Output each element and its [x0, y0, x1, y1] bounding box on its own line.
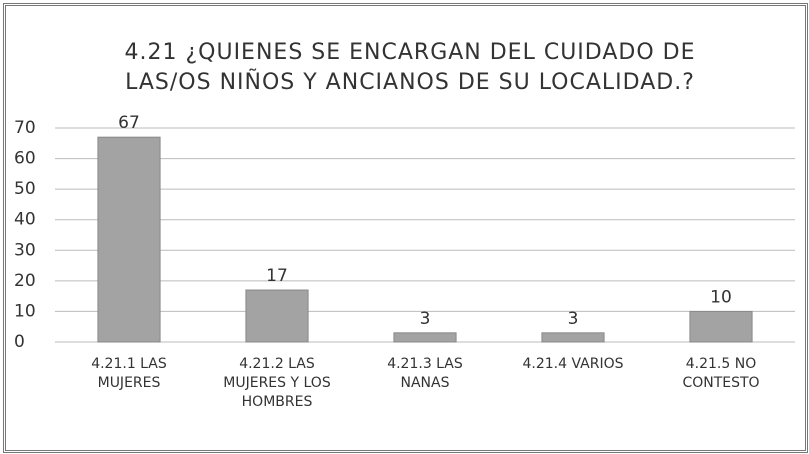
bar — [689, 310, 753, 343]
bar — [245, 289, 309, 343]
data-label: 10 — [710, 287, 732, 307]
x-tick-label: 4.21.4 VARIOS — [522, 356, 624, 372]
bar — [393, 332, 457, 343]
y-tick-label: 70 — [14, 118, 36, 138]
data-label: 67 — [118, 113, 140, 133]
x-tick-label: 4.21.5 NO CONTESTO — [682, 356, 760, 391]
x-tick-label: 4.21.2 LAS MUJERES Y LOS HOMBRES — [223, 356, 331, 410]
y-tick-label: 50 — [14, 179, 36, 199]
x-tick-label: 4.21.3 LAS NANAS — [387, 356, 463, 391]
data-label: 3 — [568, 309, 579, 329]
y-tick-label: 30 — [14, 240, 36, 260]
data-label: 17 — [266, 266, 288, 286]
bar — [541, 332, 605, 343]
chart-title: 4.21 ¿QUIENES SE ENCARGAN DEL CUIDADO DE… — [124, 40, 696, 95]
y-tick-label: 40 — [14, 210, 36, 230]
y-tick-label: 60 — [14, 149, 36, 169]
y-tick-label: 20 — [14, 271, 36, 291]
y-tick-label: 0 — [14, 332, 25, 352]
bar — [97, 136, 161, 343]
chart-frame — [3, 3, 808, 453]
y-tick-label: 10 — [14, 301, 36, 321]
data-label: 3 — [420, 309, 431, 329]
x-tick-label: 4.21.1 LAS MUJERES — [91, 356, 167, 391]
